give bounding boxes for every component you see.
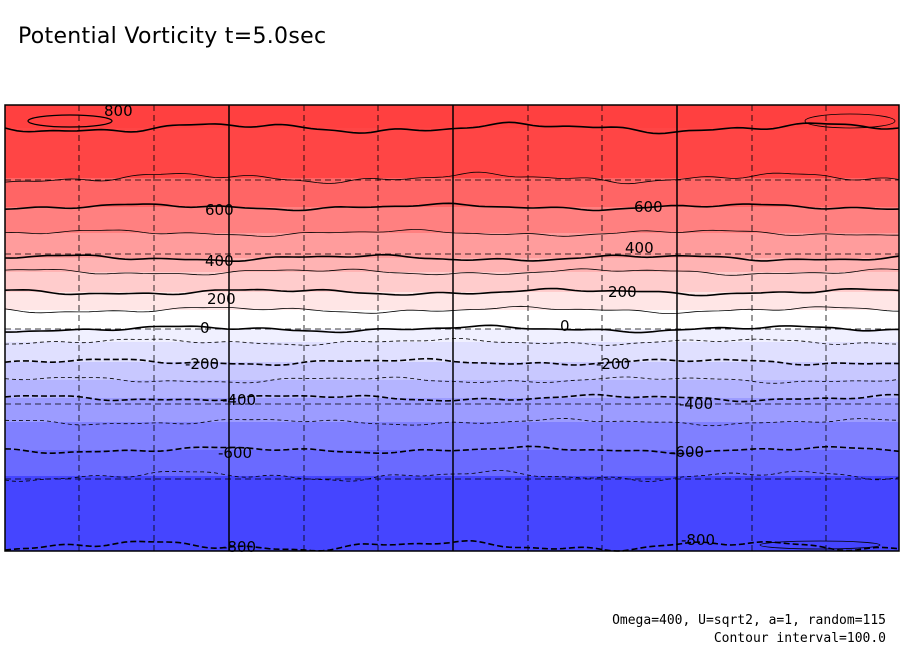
- color-band-6: [5, 272, 899, 292]
- color-band-0: [5, 105, 899, 128]
- contour-label-6: 200: [608, 283, 637, 301]
- contour-label-16: -800: [681, 531, 715, 549]
- color-band-13: [5, 398, 899, 422]
- contour-line-13: [4, 417, 900, 427]
- contour-line-1: [4, 171, 900, 185]
- contour-label-9: -200: [185, 355, 219, 373]
- color-band-10: [5, 342, 899, 362]
- color-band-12: [5, 380, 899, 398]
- grid-lines: [5, 105, 899, 551]
- contour-label-14: -600: [670, 443, 704, 461]
- contour-line-2: [4, 202, 900, 212]
- contour-label-8: 0: [560, 317, 570, 335]
- parameters-note: Omega=400, U=sqrt2, a=1, random=115: [612, 613, 886, 628]
- eddy-contour-1: [804, 113, 896, 129]
- color-band-1: [5, 128, 899, 178]
- contour-line-14: [4, 445, 900, 455]
- eddy-contour-0: [27, 114, 113, 128]
- contour-label-0: 800: [104, 102, 133, 120]
- color-band-11: [5, 362, 899, 380]
- contour-label-13: -600: [218, 444, 252, 462]
- color-band-9: [5, 329, 899, 342]
- chart-title: Potential Vorticity t=5.0sec: [18, 24, 327, 49]
- contour-label-5: 200: [207, 290, 236, 308]
- color-band-3: [5, 207, 899, 233]
- contour-label-11: -400: [222, 391, 256, 409]
- contour-line-7: [4, 305, 900, 314]
- contour-line-10: [4, 357, 900, 367]
- contour-line-16: [4, 539, 900, 552]
- contour-line-3: [4, 229, 899, 237]
- contour-label-10: -200: [596, 355, 630, 373]
- contour-label-4: 400: [625, 239, 654, 257]
- contour-label-15: -800: [222, 538, 256, 556]
- contour-line-6: [4, 287, 900, 297]
- contour-label-1: 600: [205, 201, 234, 219]
- contour-line-5: [4, 268, 900, 276]
- color-band-15: [5, 450, 899, 476]
- color-band-8: [5, 310, 899, 329]
- contour-line-15: [4, 470, 900, 482]
- eddy-contour-2: [759, 540, 881, 550]
- contour-label-7: 0: [200, 319, 210, 337]
- contour-line-11: [4, 376, 900, 384]
- contour-label-12: -400: [679, 395, 713, 413]
- contour-label-2: 600: [634, 198, 663, 216]
- color-band-16: [5, 476, 899, 551]
- contour-interval-note: Contour interval=100.0: [713, 631, 886, 646]
- contour-label-3: 400: [205, 252, 234, 270]
- color-band-14: [5, 422, 899, 450]
- color-band-7: [5, 292, 899, 310]
- color-band-2: [5, 178, 899, 207]
- plot-frame: [4, 104, 900, 552]
